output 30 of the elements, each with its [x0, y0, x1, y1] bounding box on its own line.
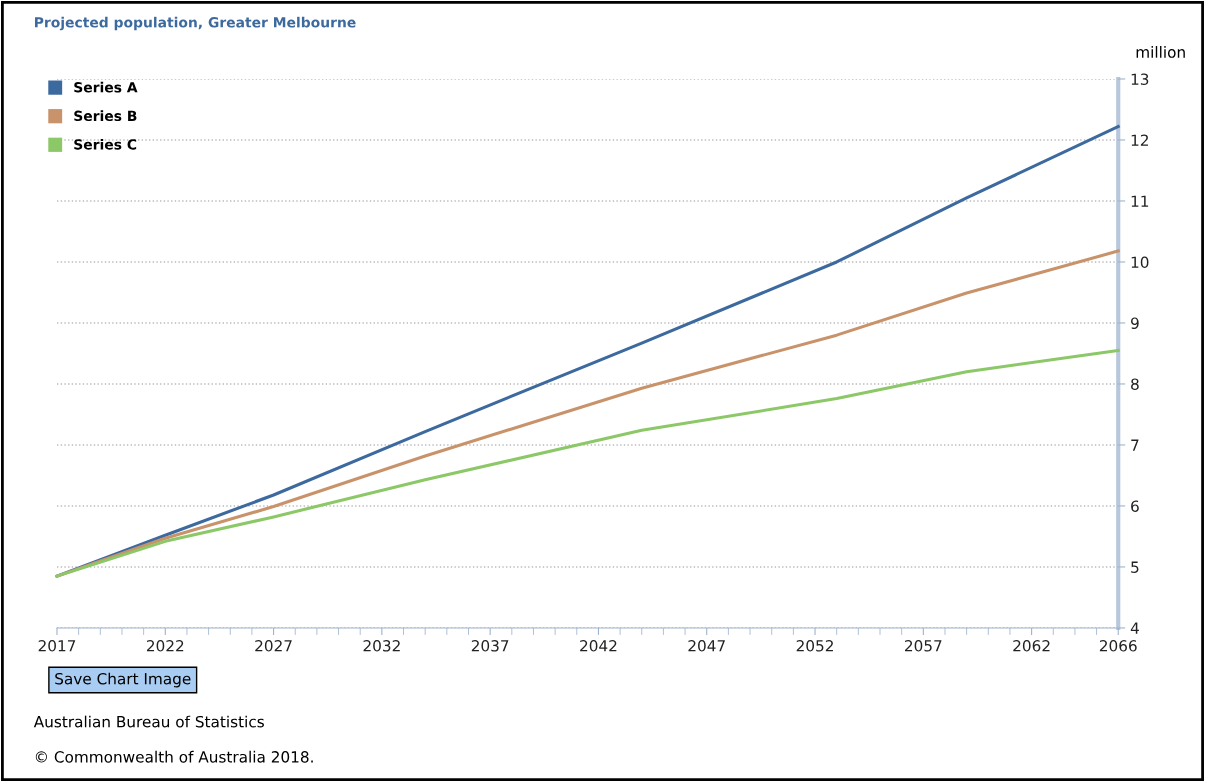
y-tick-label: 9: [1131, 317, 1139, 329]
y-tick-label: 4: [1130, 622, 1139, 634]
legend-label: Series B: [74, 110, 137, 122]
line-series: [55, 348, 1120, 578]
x-tick-label: 2017: [38, 640, 76, 652]
y-tick-label: 6: [1131, 500, 1139, 512]
y-tick-label: 5: [1131, 561, 1139, 573]
x-tick-label: 2062: [1013, 640, 1050, 652]
y-tick-label: 11: [1131, 195, 1149, 207]
text: Save Chart Image: [55, 672, 191, 688]
legend-label: Series C: [74, 138, 137, 150]
y-axis-title: million: [1136, 46, 1185, 58]
legend-label: Series A: [74, 81, 138, 93]
chart-title: Projected population, Greater Melbourne: [35, 16, 356, 31]
x-tick-label: 2057: [905, 640, 942, 652]
x-tick-label: 2022: [146, 640, 184, 652]
y-tick-label: 8: [1131, 378, 1139, 390]
y-tick-label: 7: [1131, 439, 1139, 451]
y-tick-label: 12: [1131, 134, 1148, 146]
text: © Commonwealth of Australia 2018.: [35, 750, 313, 763]
x-tick-label: 2037: [471, 640, 509, 652]
x-tick-label: 2066: [1099, 640, 1137, 652]
y-tick-label: 13: [1131, 73, 1149, 85]
y-tick-label: 10: [1131, 256, 1149, 268]
x-tick-label: 2052: [796, 640, 833, 652]
x-tick-label: 2027: [255, 640, 292, 652]
text: Australian Bureau of Statistics: [33, 715, 264, 728]
x-tick-label: 2047: [688, 640, 725, 652]
x-tick-label: 2032: [363, 640, 400, 652]
x-tick-label: 2042: [580, 640, 617, 652]
